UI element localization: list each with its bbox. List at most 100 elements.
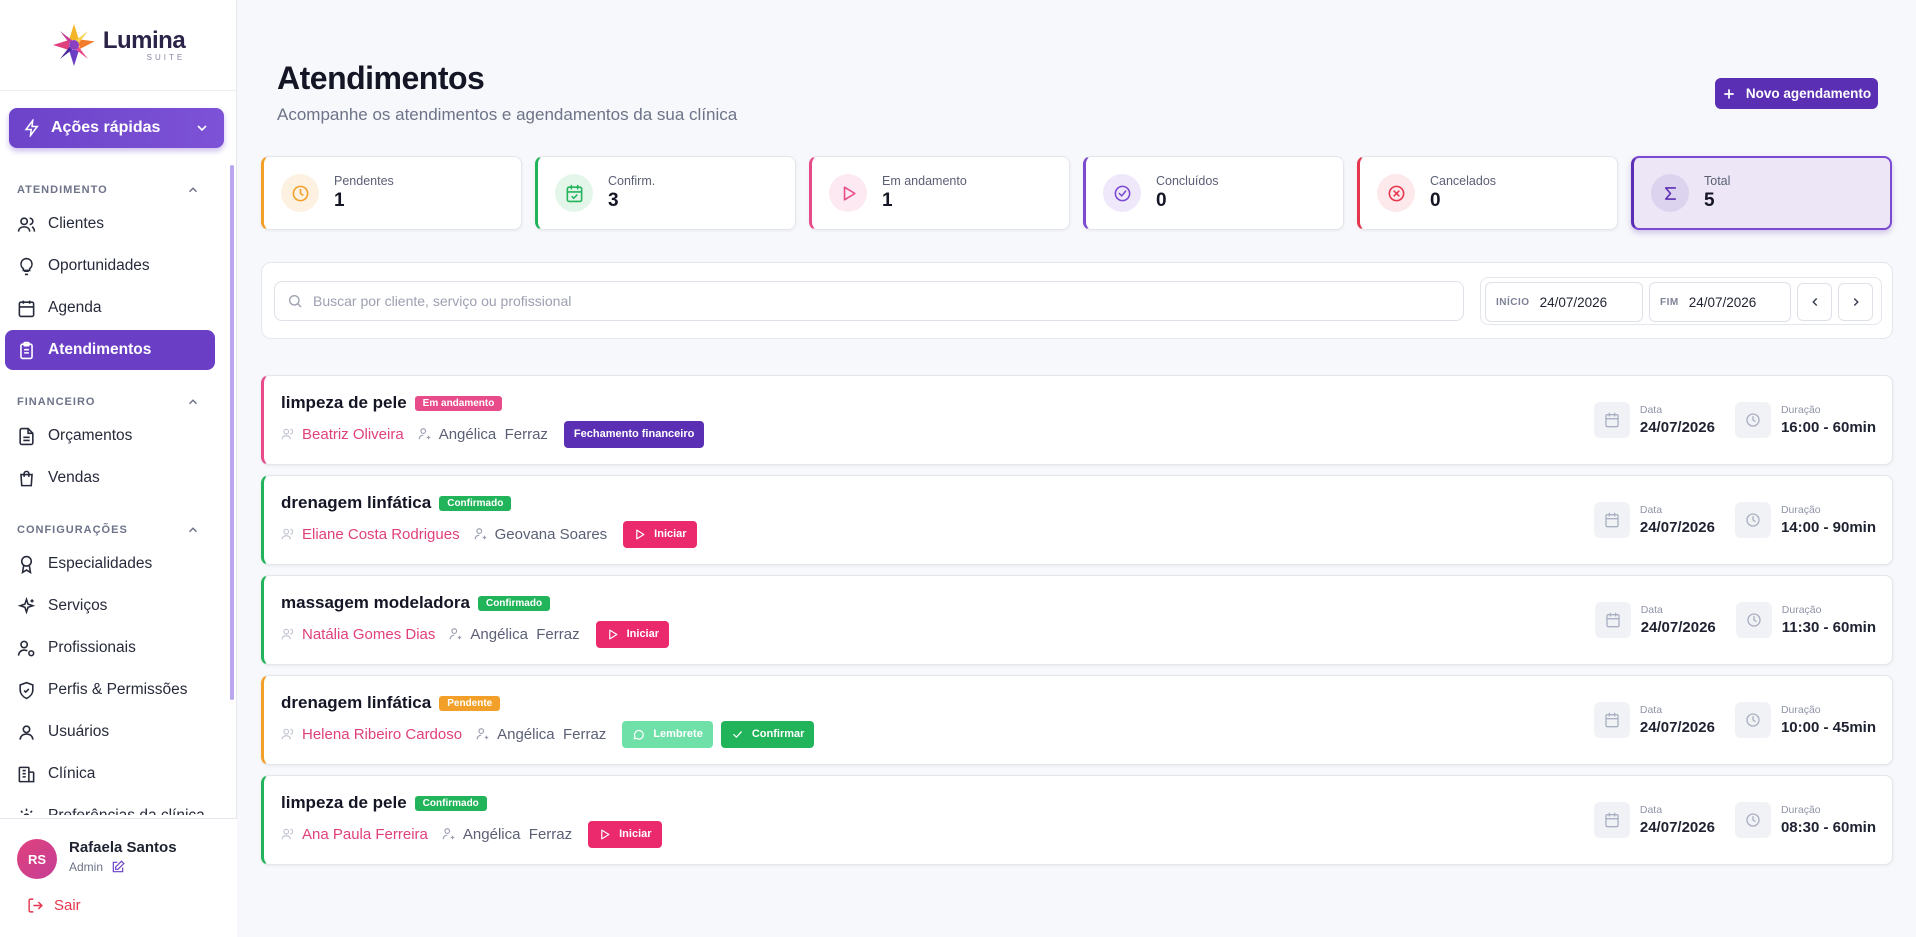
sidebar-item-agenda[interactable]: Agenda — [5, 288, 215, 328]
section-header-financeiro[interactable]: FINANCEIRO — [0, 390, 230, 414]
user-cog-icon — [474, 528, 486, 540]
appointment-card[interactable]: drenagem linfática Pendente Helena Ribei… — [261, 675, 1893, 765]
check-icon — [732, 730, 742, 738]
client-link[interactable]: Natália Gomes Dias — [281, 626, 435, 643]
stat-card-pendentes[interactable]: Pendentes 1 — [261, 156, 522, 230]
sidebar-item-vendas[interactable]: Vendas — [5, 458, 215, 498]
user-cog-icon — [17, 640, 35, 656]
sidebar-item-oportunidades[interactable]: Oportunidades — [5, 246, 215, 286]
duration-value: 08:30 - 60min — [1780, 819, 1876, 836]
client-link[interactable]: Eliane Costa Rodrigues — [281, 526, 460, 543]
date-block: Data 24/07/2026 — [1593, 802, 1715, 838]
service-name: limpeza de pele — [281, 793, 407, 812]
section-header-atendimento[interactable]: ATENDIMENTO — [0, 178, 230, 202]
sidebar-scrollbar[interactable] — [230, 165, 234, 700]
sparkles-icon — [17, 596, 36, 615]
sidebar-item-usuarios[interactable]: Usuários — [5, 712, 215, 752]
appointment-card[interactable]: massagem modeladora Confirmado Natália G… — [261, 575, 1893, 665]
duration-value: 10:00 - 45min — [1780, 719, 1876, 736]
sidebar-item-servicos[interactable]: Serviços — [5, 586, 215, 626]
sidebar-item-profissionais[interactable]: Profissionais — [5, 628, 215, 668]
client-name: Helena Ribeiro Cardoso — [302, 725, 463, 743]
end-date-value: 24/07/2026 — [1688, 294, 1757, 310]
stat-label: Pendentes — [334, 174, 394, 188]
sidebar-item-clientes[interactable]: Clientes — [5, 204, 215, 244]
page-title: Atendimentos — [277, 60, 485, 96]
stat-card-conclu-dos[interactable]: Concluídos 0 — [1083, 156, 1344, 230]
stat-value: 0 — [1156, 190, 1167, 211]
professional-name: Angélica Ferraz — [470, 625, 580, 643]
filter-bar: INÍCIO 24/07/2026 FIM 24/07/2026 — [261, 262, 1893, 339]
award-icon — [20, 555, 33, 574]
stat-icon — [1103, 174, 1141, 212]
section-header-configuracoes[interactable]: CONFIGURAÇÕES — [0, 518, 230, 542]
appointment-card[interactable]: limpeza de pele Confirmado Ana Paula Fer… — [261, 775, 1893, 865]
quick-actions-button[interactable]: Ações rápidas — [9, 108, 224, 148]
appointment-card[interactable]: limpeza de pele Em andamento Beatriz Oli… — [261, 375, 1893, 465]
user-role: Admin — [69, 860, 104, 874]
users-icon — [281, 728, 294, 740]
duration-block: Duração 14:00 - 90min — [1734, 502, 1876, 538]
stat-card-confirm[interactable]: Confirm. 3 — [535, 156, 796, 230]
sidebar-item-especialidades[interactable]: Especialidades — [5, 544, 215, 584]
search-icon — [289, 295, 302, 308]
client-link[interactable]: Helena Ribeiro Cardoso — [281, 726, 462, 743]
stat-value: 3 — [608, 190, 619, 211]
users-icon — [281, 628, 294, 640]
clipboard-icon — [20, 341, 33, 359]
new-appointment-button[interactable]: Novo agendamento — [1715, 78, 1878, 109]
end-date-field[interactable]: FIM 24/07/2026 — [1649, 282, 1791, 322]
next-day-button[interactable] — [1838, 283, 1873, 321]
logout-button[interactable]: Sair — [27, 897, 81, 914]
stat-card-cancelados[interactable]: Cancelados 0 — [1357, 156, 1618, 230]
stat-value: 5 — [1704, 190, 1715, 211]
client-link[interactable]: Ana Paula Ferreira — [281, 826, 428, 843]
prev-day-button[interactable] — [1797, 283, 1832, 321]
start-date-field[interactable]: INÍCIO 24/07/2026 — [1485, 282, 1643, 322]
chevron-right-icon — [1853, 297, 1859, 307]
duration-label: Duração — [1781, 604, 1822, 616]
professional: Angélica Ferraz — [442, 826, 572, 843]
status-badge: Pendente — [439, 695, 501, 711]
clock-icon — [1746, 413, 1760, 427]
action-button-confirmar[interactable]: Confirmar — [720, 720, 815, 748]
stat-card-em-andamento[interactable]: Em andamento 1 — [809, 156, 1070, 230]
appointment-card[interactable]: drenagem linfática Confirmado Eliane Cos… — [261, 475, 1893, 565]
professional-name: Angélica Ferraz — [438, 425, 548, 443]
search-box — [274, 281, 1464, 321]
date-label: Data — [1639, 704, 1663, 716]
date-value: 24/07/2026 — [1639, 819, 1715, 836]
brand-name: Lumina — [102, 26, 186, 54]
date-range: INÍCIO 24/07/2026 FIM 24/07/2026 — [1480, 277, 1882, 325]
action-button-iniciar[interactable]: Iniciar — [588, 820, 662, 848]
action-button-iniciar[interactable]: Iniciar — [595, 620, 670, 648]
sidebar-item-atendimentos[interactable]: Atendimentos — [5, 330, 215, 370]
chevron-up-icon — [188, 527, 198, 533]
clock-icon — [1747, 613, 1761, 627]
edit-icon[interactable] — [111, 860, 125, 874]
stat-icon — [1651, 174, 1689, 212]
gear-icon — [20, 808, 33, 815]
sidebar-item-perfis-permissoes[interactable]: Perfis & Permissões — [5, 670, 215, 710]
action-button-iniciar[interactable]: Iniciar — [623, 520, 697, 548]
client-link[interactable]: Beatriz Oliveira — [281, 426, 404, 443]
date-label: Data — [1639, 504, 1663, 516]
duration-block: Duração 11:30 - 60min — [1735, 602, 1876, 638]
search-input[interactable] — [313, 293, 1413, 309]
action-button-fechamento-financeiro[interactable]: Fechamento financeiro — [563, 420, 705, 448]
stat-card-total[interactable]: Total 5 — [1631, 156, 1892, 230]
sidebar-item-clinica[interactable]: Clínica — [5, 754, 215, 794]
brand-logo[interactable]: Lumina SUITE — [0, 0, 236, 91]
action-button-lembrete[interactable]: Lembrete — [622, 720, 713, 748]
avatar[interactable]: RS — [17, 839, 57, 879]
sidebar-item-orcamentos[interactable]: Orçamentos — [5, 416, 215, 456]
stat-label: Total — [1704, 174, 1731, 188]
duration-block: Duração 16:00 - 60min — [1734, 402, 1876, 438]
sidebar-item-preferencias[interactable]: Preferências da clínica — [5, 796, 215, 815]
calendar-icon — [18, 300, 35, 317]
check-circle-icon — [1114, 185, 1130, 201]
building-icon — [18, 766, 35, 782]
duration-block: Duração 08:30 - 60min — [1734, 802, 1876, 838]
start-date-label: INÍCIO — [1496, 296, 1530, 308]
quick-actions-label: Ações rápidas — [51, 119, 161, 136]
